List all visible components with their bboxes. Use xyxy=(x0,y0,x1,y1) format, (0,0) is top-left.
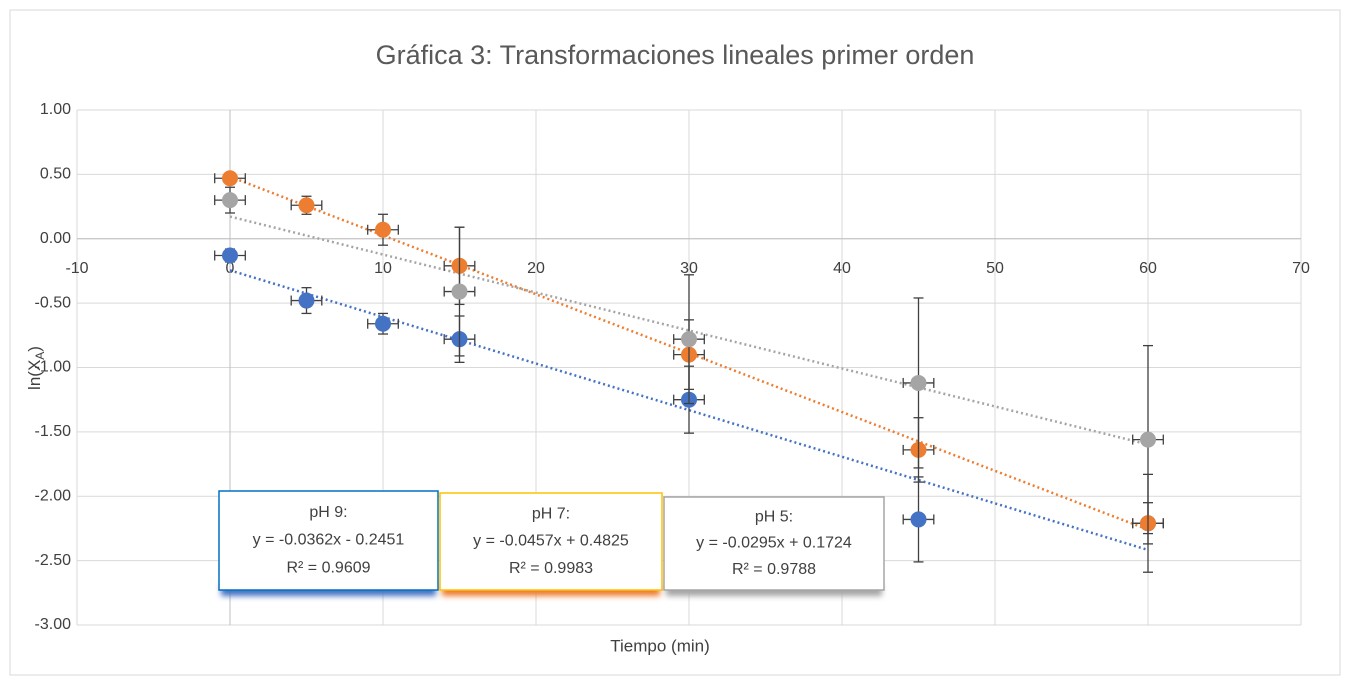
point xyxy=(298,197,315,214)
point xyxy=(375,315,391,332)
point xyxy=(1140,431,1156,448)
point xyxy=(222,247,238,264)
x-tick-label: 30 xyxy=(680,260,698,277)
label-equation: y = -0.0457x + 0.4825 xyxy=(473,533,629,550)
y-tick-label: -2.00 xyxy=(35,487,72,504)
chart-title: Gráfica 3: Transformaciones lineales pri… xyxy=(376,40,975,70)
label-equation: y = -0.0362x - 0.2451 xyxy=(253,532,405,549)
y-tick-label: -1.00 xyxy=(35,359,72,376)
y-axis-title: ln(XA) xyxy=(25,346,47,390)
label-title: pH 9: xyxy=(309,504,347,521)
x-tick-label: 10 xyxy=(374,260,392,277)
label-title: pH 5: xyxy=(755,509,793,526)
y-title-suffix: ) xyxy=(25,346,44,352)
y-tick-label: -2.50 xyxy=(35,552,72,569)
point xyxy=(375,221,391,238)
trendline-label: pH 9: y = -0.0362x - 0.2451 R² = 0.9609 xyxy=(218,490,439,596)
label-box xyxy=(218,490,439,591)
y-tick-label: 0.50 xyxy=(40,166,71,183)
x-tick-label: -10 xyxy=(65,260,88,277)
label-title: pH 7: xyxy=(532,506,570,523)
y-tick-label: -1.50 xyxy=(35,423,72,440)
label-r2: R² = 0.9609 xyxy=(286,559,370,576)
point xyxy=(298,292,315,309)
point xyxy=(910,374,927,391)
y-title-main: ln(X xyxy=(25,360,44,390)
label-r2: R² = 0.9788 xyxy=(732,561,816,578)
x-tick-label: 70 xyxy=(1292,260,1310,277)
point xyxy=(222,170,238,187)
point xyxy=(681,331,697,348)
label-equation: y = -0.0295x + 0.1724 xyxy=(696,535,852,552)
x-axis-title: Tiempo (min) xyxy=(610,636,710,655)
y-tick-label: 0.00 xyxy=(40,230,71,247)
point xyxy=(910,511,927,528)
label-box xyxy=(439,492,663,591)
y-tick-label: 1.00 xyxy=(40,101,71,118)
point xyxy=(222,192,238,209)
label-r2: R² = 0.9983 xyxy=(509,560,593,577)
y-tick-label: -0.50 xyxy=(35,294,72,311)
trendline-label: pH 5: y = -0.0295x + 0.1724 R² = 0.9788 xyxy=(663,496,885,596)
point xyxy=(451,283,468,300)
x-tick-label: 50 xyxy=(986,260,1004,277)
x-tick-label: 40 xyxy=(833,260,851,277)
x-tick-label: 20 xyxy=(527,260,545,277)
x-tick-label: 60 xyxy=(1139,260,1157,277)
y-tick-label: -3.00 xyxy=(35,616,72,633)
label-box xyxy=(663,496,885,591)
y-title-sub: A xyxy=(33,352,47,360)
trendline-label: pH 7: y = -0.0457x + 0.4825 R² = 0.9983 xyxy=(439,492,663,596)
